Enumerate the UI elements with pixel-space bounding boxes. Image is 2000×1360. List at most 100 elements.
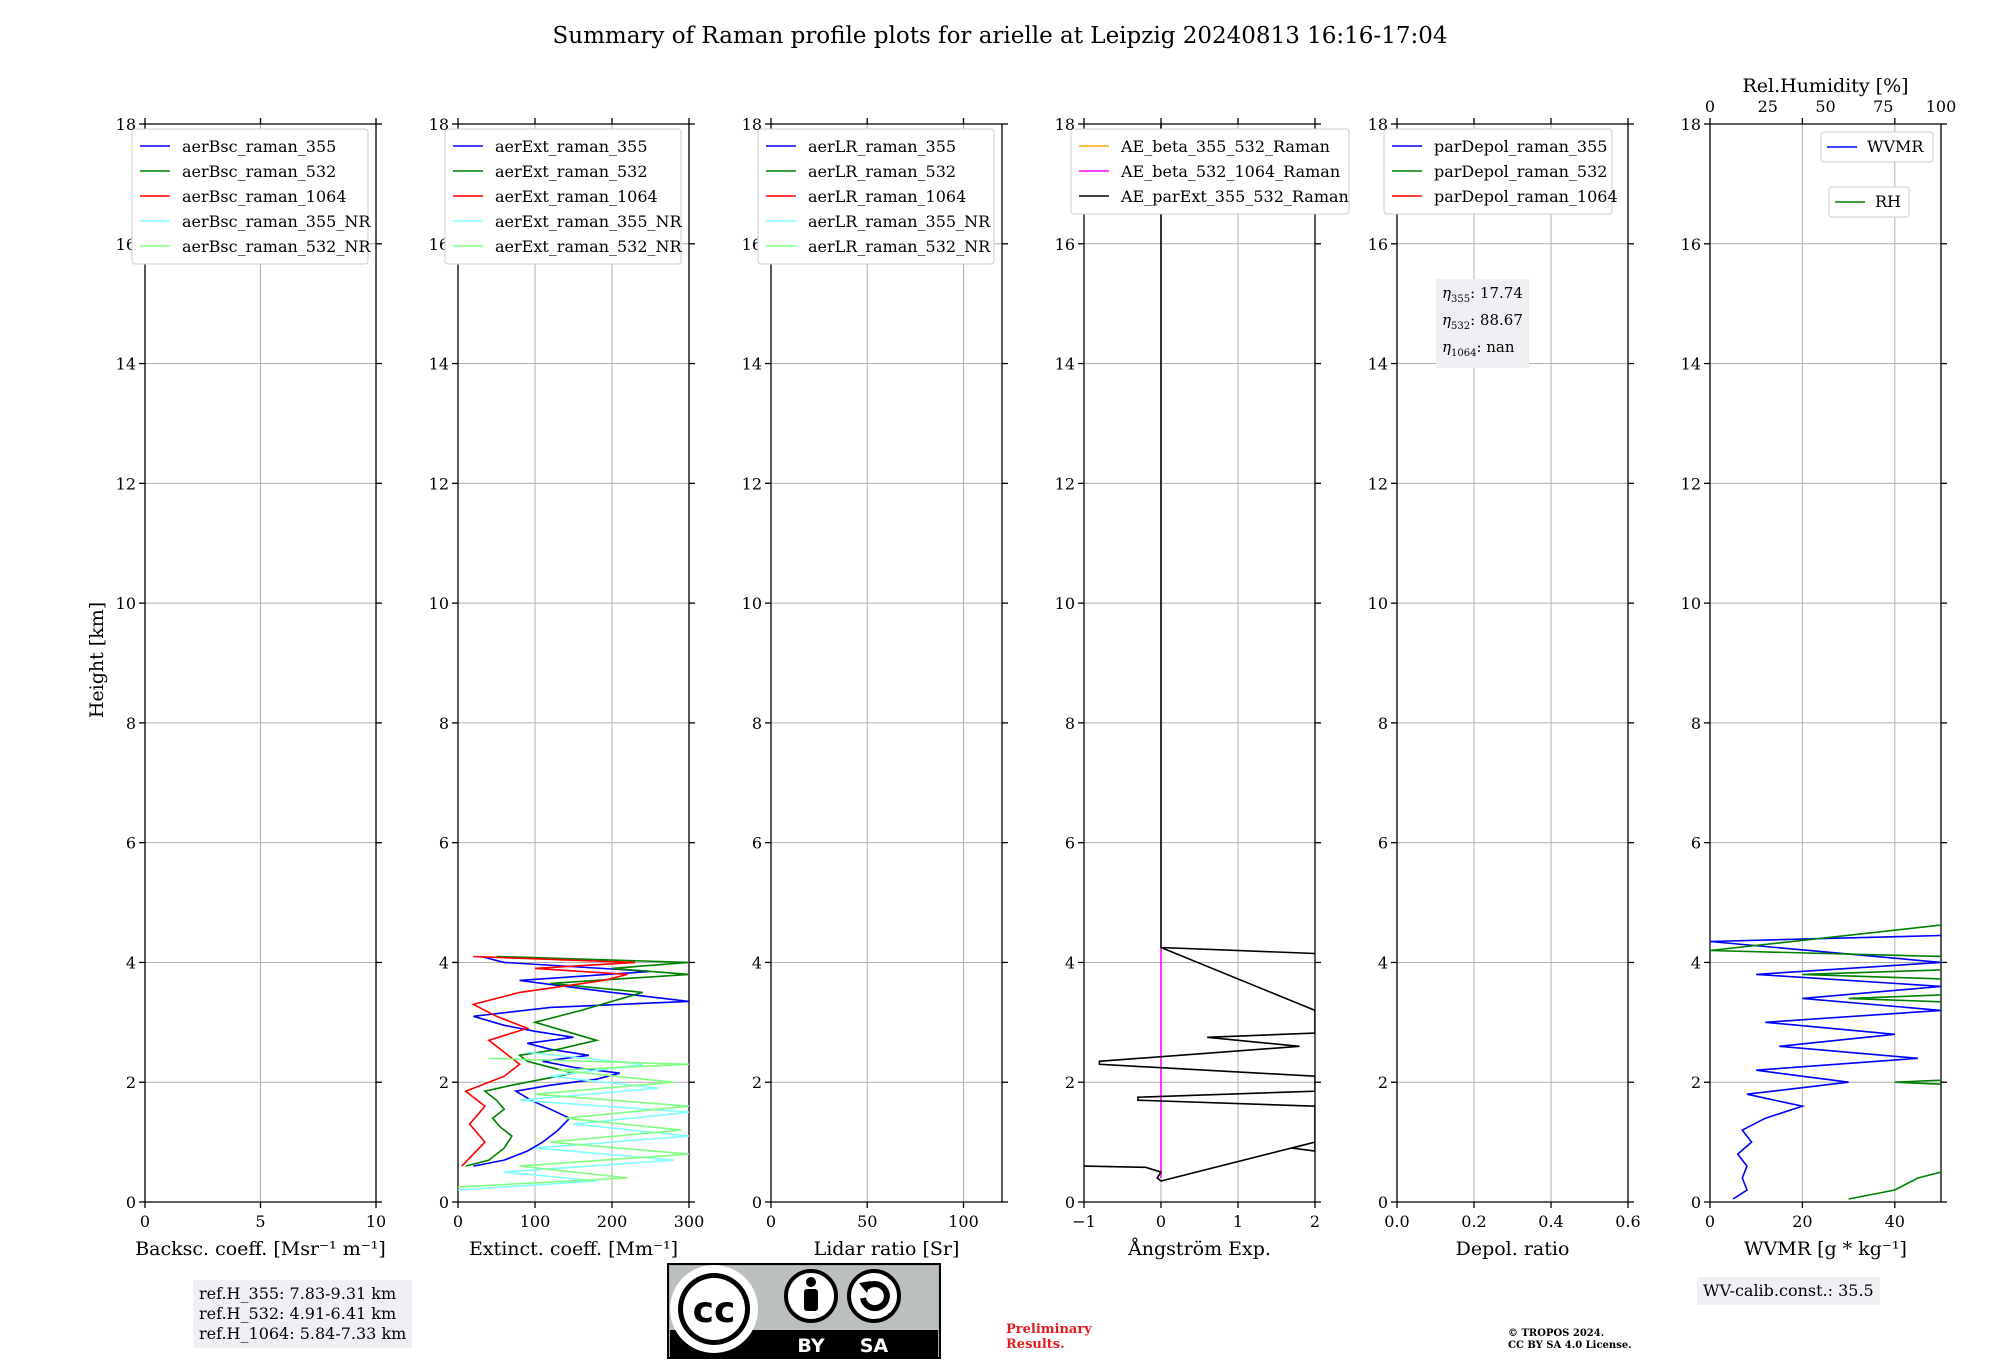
share-alike-icon bbox=[847, 1269, 901, 1323]
y-tick-label: 14 bbox=[742, 355, 762, 374]
y-tick-label: 2 bbox=[752, 1073, 762, 1092]
y-tick-label: 10 bbox=[116, 594, 136, 613]
series-aerExt_raman_1064 bbox=[461, 955, 636, 1167]
y-tick-label: 18 bbox=[742, 115, 762, 134]
y-tick-label: 14 bbox=[429, 355, 449, 374]
x-axis-label: Extinct. coeff. [Mm⁻¹] bbox=[469, 1238, 678, 1260]
x-tick-label: 100 bbox=[520, 1212, 551, 1231]
y-tick-label: 6 bbox=[439, 834, 449, 853]
y-tick-label: 0 bbox=[752, 1193, 762, 1212]
y-tick-label: 10 bbox=[1055, 594, 1075, 613]
y-tick-label: 14 bbox=[1055, 355, 1075, 374]
y-tick-label: 12 bbox=[116, 474, 136, 493]
figure-title: Summary of Raman profile plots for ariel… bbox=[553, 23, 1448, 49]
x-tick-label: 50 bbox=[857, 1212, 877, 1231]
ref-h-532: ref.H_532: 4.91-6.41 km bbox=[199, 1304, 397, 1323]
ref-h-355: ref.H_355: 7.83-9.31 km bbox=[199, 1284, 397, 1303]
legend-box bbox=[1828, 186, 1910, 218]
legend-entry: aerLR_raman_532 bbox=[808, 162, 956, 181]
x-tick-label: 0.2 bbox=[1461, 1212, 1486, 1231]
preliminary-note: Preliminary Results. bbox=[1006, 1322, 1092, 1352]
ref-h-1064: ref.H_1064: 5.84-7.33 km bbox=[199, 1324, 407, 1343]
eta-1064: : nan bbox=[1476, 338, 1515, 356]
legend-entry: AE_parExt_355_532_Raman bbox=[1120, 187, 1349, 206]
y-tick-label: 12 bbox=[1055, 474, 1075, 493]
wv-calib-text: WV-calib.const.: 35.5 bbox=[1703, 1281, 1874, 1300]
y-tick-label: 6 bbox=[1691, 834, 1701, 853]
series-aerExt_raman_355_NR bbox=[458, 1051, 689, 1191]
y-tick-label: 12 bbox=[742, 474, 762, 493]
x-tick-label: 40 bbox=[1885, 1212, 1905, 1231]
legend-box bbox=[1383, 128, 1613, 215]
y-tick-label: 10 bbox=[1681, 594, 1701, 613]
legend-box bbox=[1820, 131, 1934, 163]
series-RH bbox=[1710, 924, 1941, 1200]
sa-label: SA bbox=[860, 1335, 889, 1357]
x-tick-label: 2 bbox=[1310, 1212, 1320, 1231]
legend-entry: AE_beta_355_532_Raman bbox=[1120, 137, 1330, 156]
x-axis-label: Lidar ratio [Sr] bbox=[814, 1238, 960, 1260]
y-tick-label: 0 bbox=[1378, 1193, 1388, 1212]
x-tick-label: 5 bbox=[255, 1212, 265, 1231]
y-tick-label: 12 bbox=[429, 474, 449, 493]
x-tick-label: 0 bbox=[766, 1212, 776, 1231]
legend-entry: aerLR_raman_355_NR bbox=[808, 212, 991, 231]
x-tick-label: 300 bbox=[674, 1212, 705, 1231]
y-tick-label: 8 bbox=[1378, 714, 1388, 733]
y-axis-label: Height [km] bbox=[86, 602, 108, 718]
y-tick-label: 0 bbox=[1065, 1193, 1075, 1212]
y-tick-label: 10 bbox=[742, 594, 762, 613]
x-axis-label: WVMR [g * kg⁻¹] bbox=[1744, 1238, 1907, 1260]
eta-532: : 88.67 bbox=[1470, 311, 1523, 329]
x-axis-label: Depol. ratio bbox=[1456, 1238, 1570, 1260]
y-tick-label: 10 bbox=[429, 594, 449, 613]
y-tick-label: 16 bbox=[742, 235, 762, 254]
y-tick-label: 4 bbox=[1378, 953, 1388, 972]
y-tick-label: 4 bbox=[1065, 953, 1075, 972]
y-tick-label: 8 bbox=[126, 714, 136, 733]
series-aerExt_raman_532_NR bbox=[458, 1057, 689, 1188]
legend-box bbox=[757, 128, 995, 265]
series-AE_parExt_355_532_Raman bbox=[1084, 124, 1315, 1182]
legend-entry: aerExt_raman_355_NR bbox=[495, 212, 683, 231]
y-tick-label: 18 bbox=[1681, 115, 1701, 134]
wv-calibration-box: WV-calib.const.: 35.5 bbox=[1697, 1277, 1880, 1305]
legend-entry: aerExt_raman_532_NR bbox=[495, 237, 683, 256]
series-aerExt_raman_532 bbox=[465, 955, 689, 1167]
y-tick-label: 2 bbox=[439, 1073, 449, 1092]
y-tick-label: 18 bbox=[116, 115, 136, 134]
y-tick-label: 6 bbox=[126, 834, 136, 853]
x2-axis-label: Rel.Humidity [%] bbox=[1742, 75, 1908, 97]
y-tick-label: 16 bbox=[1055, 235, 1075, 254]
y-tick-label: 14 bbox=[116, 355, 136, 374]
y-tick-label: 10 bbox=[1368, 594, 1388, 613]
x-tick-label: 0 bbox=[1705, 1212, 1715, 1231]
y-tick-label: 12 bbox=[1681, 474, 1701, 493]
legend-entry: aerLR_raman_1064 bbox=[808, 187, 966, 206]
y-tick-label: 8 bbox=[1065, 714, 1075, 733]
x-tick-label: 0 bbox=[140, 1212, 150, 1231]
y-tick-label: 14 bbox=[1681, 355, 1701, 374]
y-tick-label: 6 bbox=[1065, 834, 1075, 853]
x2-tick-label: 100 bbox=[1926, 97, 1957, 116]
series-WVMR bbox=[1710, 934, 1941, 1200]
y-tick-label: 4 bbox=[439, 953, 449, 972]
panel-5: 0 2 4 6 8 10 12 14 16 18 0.0 0.2 0.4 0.6 Depol. ratio p… bbox=[1368, 115, 1641, 1260]
y-tick-label: 18 bbox=[1368, 115, 1388, 134]
series-aerExt_raman_355 bbox=[473, 955, 689, 1167]
legend-entry: WVMR bbox=[1867, 137, 1924, 156]
y-tick-label: 0 bbox=[439, 1193, 449, 1212]
y-tick-label: 2 bbox=[1691, 1073, 1701, 1092]
x-tick-label: −1 bbox=[1072, 1212, 1096, 1231]
panel-2: 0 2 4 6 8 10 12 14 16 18 0 100 200 300 Extinct. coeff.… bbox=[429, 115, 705, 1260]
panel-1: 0 2 4 6 8 10 12 14 16 18 0 5 10 Backsc. coeff. [Msr⁻¹… bbox=[116, 115, 387, 1260]
reference-height-box: ref.H_355: 7.83-9.31 km ref.H_532: 4.91-… bbox=[193, 1280, 413, 1348]
y-tick-label: 6 bbox=[752, 834, 762, 853]
y-tick-label: 6 bbox=[1378, 834, 1388, 853]
legend-entry: aerBsc_raman_355 bbox=[182, 137, 336, 156]
legend-entry: aerBsc_raman_355_NR bbox=[182, 212, 371, 231]
legend-entry: parDepol_raman_1064 bbox=[1434, 187, 1618, 206]
legend-box bbox=[131, 128, 369, 265]
y-tick-label: 18 bbox=[429, 115, 449, 134]
